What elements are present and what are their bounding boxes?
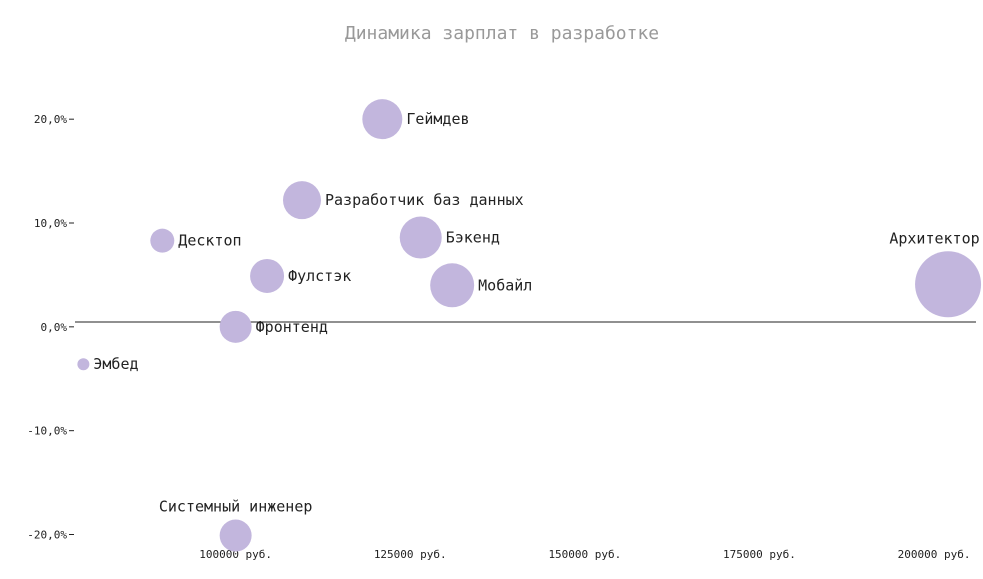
bubble-point	[219, 310, 252, 343]
x-tick-label: 150000 руб.	[548, 548, 621, 561]
bubble-label: Системный инженер	[159, 498, 313, 516]
x-tick-label: 125000 руб.	[374, 548, 447, 561]
bubble-label: Эмбед	[93, 355, 138, 373]
bubble-label: Фулстэк	[288, 267, 351, 285]
bubble-label: Мобайл	[478, 276, 532, 294]
x-axis-ticks: 100000 руб. 125000 руб. 150000 руб. 175000 …	[199, 548, 970, 561]
bubble-point	[399, 216, 442, 259]
bubble-label: Архитектор ПО	[889, 229, 983, 247]
bubble-label: Фронтенд	[256, 318, 328, 336]
y-tick-label: 20,0%	[34, 113, 67, 126]
chart-title: Динамика зарплат в разработке	[345, 23, 659, 44]
bubble-label: Разработчик баз данных	[325, 191, 524, 209]
y-tick-label: 0,0%	[41, 321, 68, 334]
x-tick-label: 200000 руб.	[898, 548, 971, 561]
bubble-point	[77, 358, 90, 371]
y-tick-label: -10,0%	[27, 425, 67, 438]
bubble-label: Бэкенд	[446, 229, 500, 247]
y-tick-label: -20,0%	[27, 529, 67, 542]
bubble-point	[219, 519, 252, 552]
bubble-point	[362, 99, 403, 140]
x-tick-label: 175000 руб.	[723, 548, 796, 561]
x-tick-label: 100000 руб.	[199, 548, 272, 561]
bubbles	[77, 99, 982, 552]
bubble-point	[430, 263, 475, 308]
y-tick-label: 10,0%	[34, 217, 67, 230]
y-axis-ticks: 20,0% 10,0% 0,0% -10,0% -20,0%	[27, 113, 74, 542]
bubble-point	[150, 228, 175, 253]
bubble-point	[282, 181, 321, 220]
bubble-label: Десктоп	[178, 232, 241, 250]
bubble-point	[250, 258, 285, 293]
bubble-labels: Геймдев Разработчик баз данных Десктоп Бэке…	[93, 110, 983, 515]
bubble-label: Геймдев	[406, 110, 469, 128]
bubble-point	[915, 251, 982, 318]
